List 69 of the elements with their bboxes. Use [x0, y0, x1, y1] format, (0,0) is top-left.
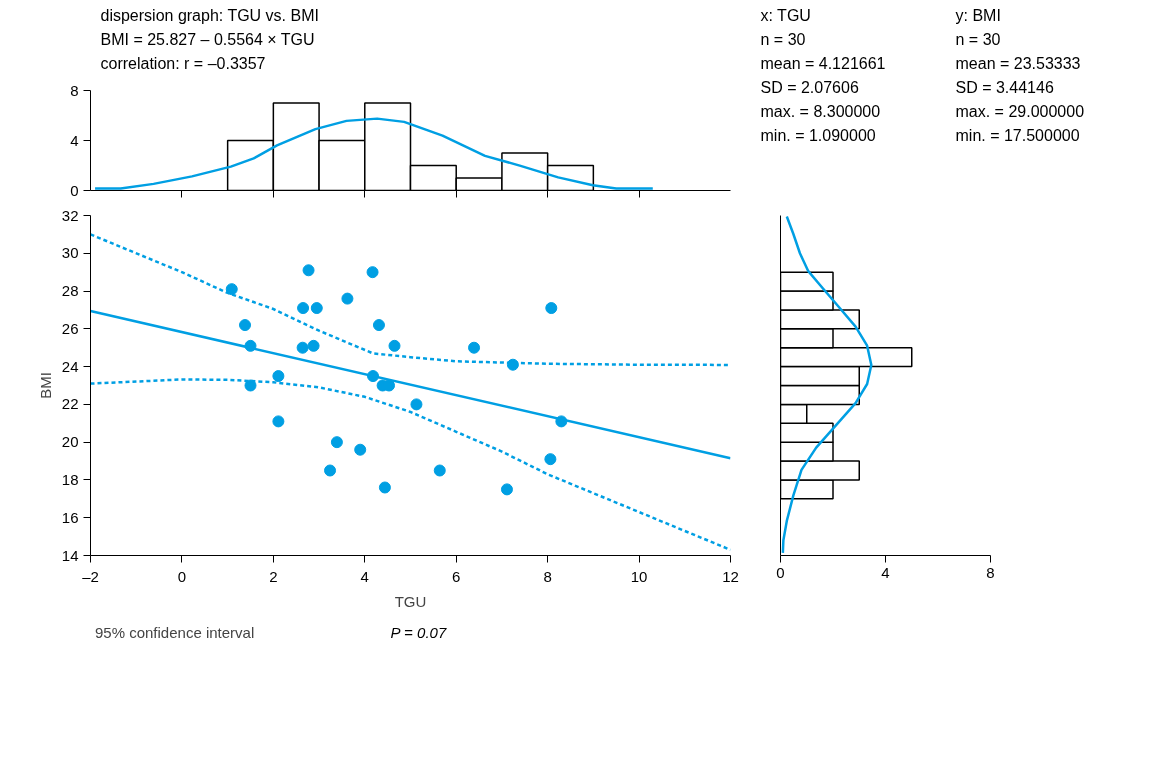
y-tick-label: 22 — [61, 395, 79, 413]
y-tick-label: 24 — [61, 357, 79, 375]
y-tick-label: 32 — [61, 206, 79, 224]
point — [500, 483, 513, 496]
text: min. = 17.500000 — [955, 126, 1080, 144]
text: SD = 3.44146 — [955, 78, 1054, 96]
point — [544, 453, 557, 466]
text: max. = 8.300000 — [760, 102, 881, 120]
point — [330, 436, 343, 449]
text: min. = 1.090000 — [760, 126, 876, 144]
text: dispersion graph: TGU vs. BMI — [100, 6, 319, 24]
text: SD = 2.07606 — [760, 78, 859, 96]
y-tick-label: 8 — [70, 81, 79, 99]
text: n = 30 — [955, 30, 1001, 48]
point — [366, 266, 379, 279]
point — [296, 341, 309, 354]
point — [302, 264, 315, 277]
point — [372, 319, 385, 332]
y-axis-title: BMI — [36, 372, 54, 399]
point — [354, 443, 367, 456]
point — [324, 464, 337, 477]
point — [272, 370, 285, 383]
x-tick-label: 4 — [360, 567, 369, 585]
x-axis-title: TGU — [394, 592, 427, 610]
point — [297, 302, 310, 315]
y-tick-label: 20 — [61, 433, 79, 451]
y-tick-label: 14 — [61, 546, 79, 564]
text: y: BMI — [955, 6, 1001, 24]
point — [307, 339, 320, 352]
point — [468, 341, 481, 354]
text: BMI = 25.827 – 0.5564 × TGU — [100, 30, 315, 48]
x-tick-label: 4 — [881, 563, 890, 581]
text: x: TGU — [760, 6, 811, 24]
x-tick-label: –2 — [82, 567, 99, 585]
y-tick-label: 30 — [61, 244, 79, 262]
text: correlation: r = –0.3357 — [100, 54, 266, 72]
y-tick-label: 0 — [70, 181, 79, 199]
x-tick-label: 0 — [177, 567, 187, 585]
x-tick-label: 10 — [630, 567, 648, 585]
line-series — [90, 233, 731, 367]
point — [433, 464, 446, 477]
text: n = 30 — [760, 30, 806, 48]
y-tick-label: 4 — [70, 131, 79, 149]
x-tick-label: 6 — [452, 567, 461, 585]
y-tick-label: 26 — [61, 319, 79, 337]
point — [545, 302, 558, 315]
point — [310, 302, 323, 315]
text: mean = 23.53333 — [955, 54, 1081, 72]
point — [388, 339, 401, 352]
y-tick-label: 28 — [61, 282, 79, 300]
point — [410, 398, 423, 411]
text: 95% confidence interval — [95, 623, 255, 641]
x-tick-label: 0 — [776, 563, 785, 581]
x-tick-label: 12 — [722, 567, 739, 585]
point — [239, 319, 252, 332]
x-tick-label: 8 — [543, 567, 552, 585]
point — [244, 379, 257, 392]
text: P = 0.07 — [390, 623, 447, 641]
point — [341, 292, 354, 305]
x-tick-label: 8 — [986, 563, 995, 581]
point — [272, 415, 285, 428]
line-series — [93, 117, 655, 190]
point — [378, 481, 391, 494]
point — [225, 283, 238, 296]
x-tick-label: 2 — [269, 567, 278, 585]
y-tick-label: 18 — [61, 470, 79, 488]
y-tick-label: 16 — [61, 508, 79, 526]
text: max. = 29.000000 — [955, 102, 1085, 120]
text: mean = 4.121661 — [760, 54, 886, 72]
